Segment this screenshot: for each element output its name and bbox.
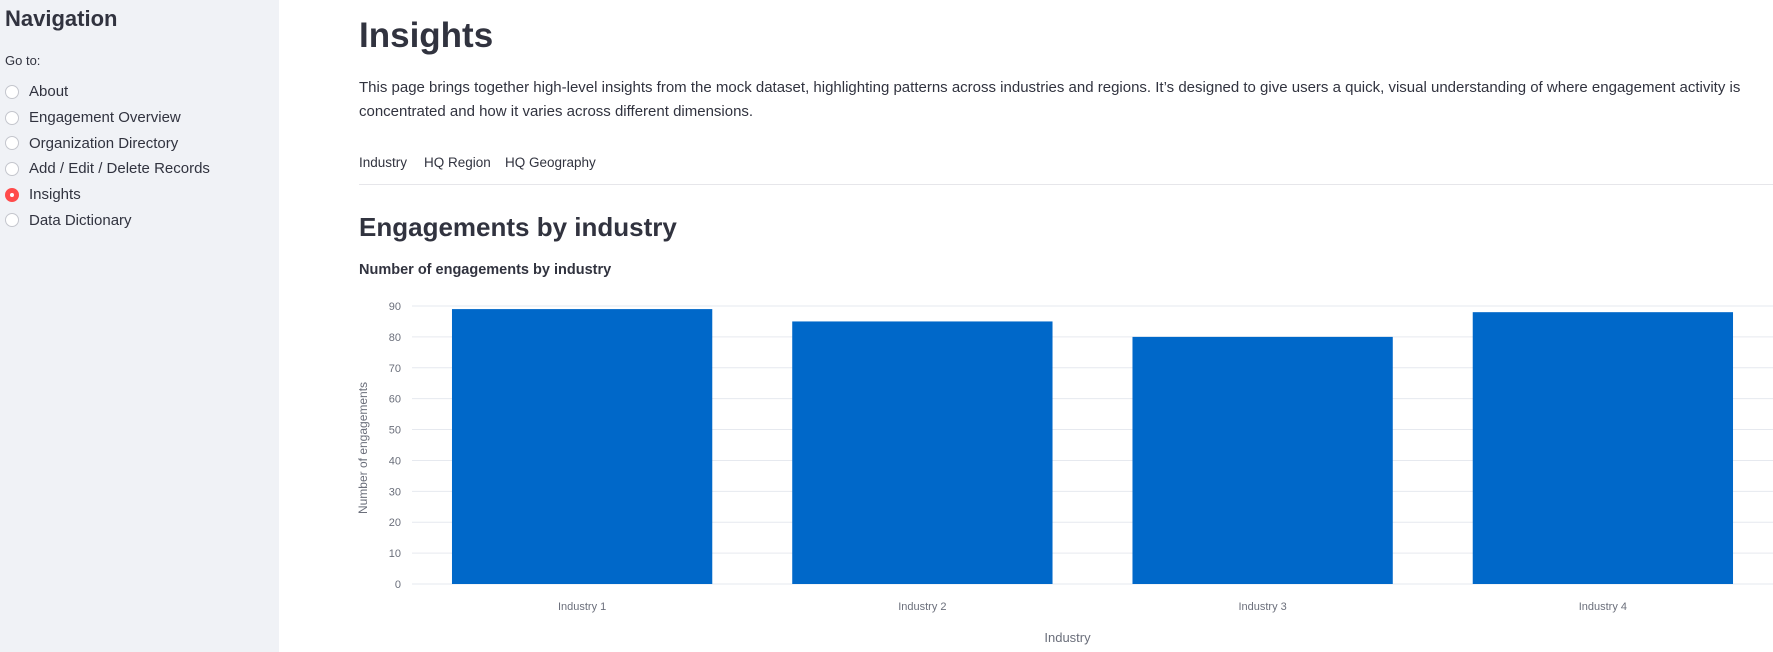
x-tick-label: Industry 4	[1579, 601, 1627, 613]
y-axis-label: Number of engagements	[356, 382, 370, 514]
y-tick-label: 20	[389, 517, 401, 529]
y-tick-label: 90	[389, 301, 401, 313]
radio-unselected-icon[interactable]	[5, 136, 19, 151]
nav-item-label: Data Dictionary	[29, 211, 132, 229]
radio-selected-icon[interactable]	[5, 187, 19, 202]
nav-item-add-edit-delete-records[interactable]: Add / Edit / Delete Records	[5, 156, 210, 182]
nav-radio-group: About Engagement Overview Organization Dir…	[5, 79, 210, 233]
bar[interactable]	[451, 309, 713, 584]
page-title: Insights	[359, 16, 494, 55]
y-tick-label: 70	[389, 363, 401, 375]
y-tick-label: 30	[389, 486, 401, 498]
nav-item-data-dictionary[interactable]: Data Dictionary	[5, 207, 210, 233]
y-tick-label: 60	[389, 394, 401, 406]
nav-item-engagement-overview[interactable]: Engagement Overview	[5, 105, 210, 131]
x-tick-label: Industry 2	[898, 601, 946, 613]
radio-unselected-icon[interactable]	[5, 84, 19, 99]
bar[interactable]	[1472, 312, 1734, 584]
nav-item-about[interactable]: About	[5, 79, 210, 105]
main-content: Insights This page brings together high-…	[279, 0, 1773, 652]
x-axis-label: Industry	[1044, 630, 1091, 645]
nav-item-label: Insights	[29, 186, 81, 204]
nav-item-label: About	[29, 83, 69, 101]
x-tick-label: Industry 3	[1238, 601, 1286, 613]
y-tick-label: 0	[395, 579, 401, 591]
section-heading: Engagements by industry	[359, 212, 677, 242]
bar[interactable]	[1132, 336, 1393, 584]
tab-hq-geography[interactable]: HQ Geography	[505, 155, 596, 170]
nav-item-label: Engagement Overview	[29, 109, 181, 127]
y-tick-label: 80	[389, 332, 401, 344]
tab-bar: Industry HQ Region HQ Geography	[359, 150, 1773, 185]
nav-item-label: Add / Edit / Delete Records	[29, 160, 210, 178]
tab-hq-region[interactable]: HQ Region	[424, 155, 491, 170]
radio-unselected-icon[interactable]	[5, 110, 19, 125]
sidebar-title: Navigation	[5, 6, 118, 31]
nav-item-label: Organization Directory	[29, 134, 179, 152]
y-tick-label: 50	[389, 425, 401, 437]
sidebar: Navigation Go to: About Engagement Overvi…	[0, 0, 279, 652]
radio-unselected-icon[interactable]	[5, 161, 19, 176]
bar[interactable]	[792, 321, 1053, 584]
chart-title: Number of engagements by industry	[359, 262, 612, 278]
tab-industry[interactable]: Industry	[359, 155, 408, 170]
y-tick-label: 10	[389, 548, 401, 560]
radio-unselected-icon[interactable]	[5, 213, 19, 228]
intro-paragraph: This page brings together high-level ins…	[359, 79, 1741, 120]
x-tick-label: Industry 1	[558, 601, 606, 613]
y-tick-label: 40	[389, 455, 401, 467]
nav-item-insights[interactable]: Insights	[5, 182, 210, 208]
nav-item-organization-directory[interactable]: Organization Directory	[5, 130, 210, 156]
goto-label: Go to:	[5, 53, 41, 68]
bar-chart: 0 10 20 30 40 50 60 70 80 90 Industry 1 Industry 2 I…	[356, 301, 1773, 645]
